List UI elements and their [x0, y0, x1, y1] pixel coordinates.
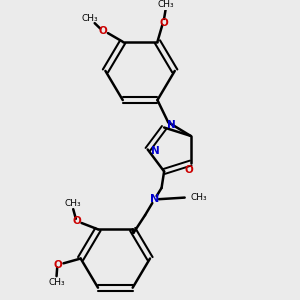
Text: CH₃: CH₃: [158, 0, 174, 9]
Text: N: N: [151, 146, 159, 156]
Text: O: O: [54, 260, 63, 270]
Text: O: O: [99, 26, 107, 35]
Text: O: O: [185, 165, 194, 175]
Text: N: N: [167, 120, 176, 130]
Text: CH₃: CH₃: [48, 278, 65, 287]
Text: O: O: [160, 17, 168, 28]
Text: N: N: [150, 194, 160, 204]
Text: CH₃: CH₃: [190, 193, 207, 202]
Text: O: O: [72, 216, 81, 226]
Text: CH₃: CH₃: [65, 199, 82, 208]
Text: CH₃: CH₃: [81, 14, 98, 23]
